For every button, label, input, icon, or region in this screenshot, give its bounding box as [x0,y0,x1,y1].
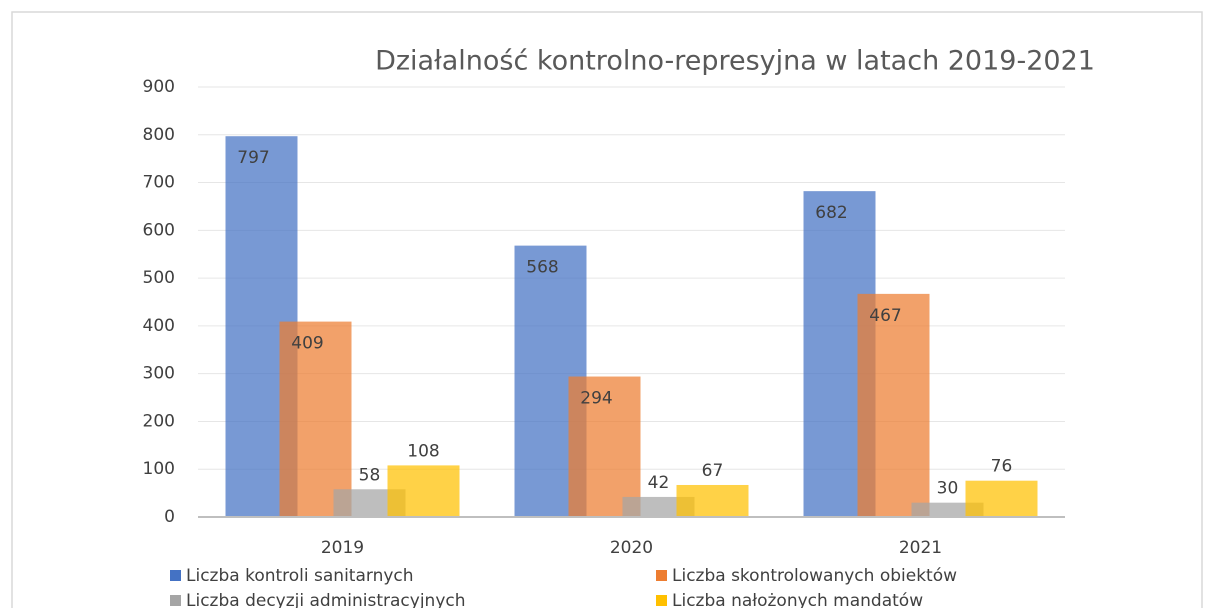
data-label: 568 [526,258,558,278]
data-label: 76 [991,457,1013,477]
data-label: 108 [407,441,439,461]
y-tick-label: 300 [143,364,175,384]
y-tick-label: 400 [143,316,175,336]
data-label: 67 [702,461,724,481]
legend-label: Liczba skontrolowanych obiektów [672,566,957,586]
y-tick-label: 0 [164,507,175,527]
data-label: 409 [291,334,323,354]
data-label: 467 [869,306,901,326]
legend-label: Liczba nałożonych mandatów [672,591,923,608]
bar [387,465,460,517]
y-tick-label: 700 [143,173,175,193]
y-tick-label: 500 [143,268,175,288]
x-tick-label: 2019 [321,538,364,558]
data-label: 294 [580,389,612,409]
y-tick-label: 200 [143,411,175,431]
legend-swatch [656,570,667,581]
legend-swatch [170,570,181,581]
bar [279,321,352,517]
legend-swatch [656,595,667,606]
data-label: 682 [815,203,847,223]
y-tick-label: 100 [143,459,175,479]
x-tick-label: 2020 [610,538,653,558]
y-tick-label: 900 [143,77,175,97]
data-label: 30 [937,479,959,499]
legend-label: Liczba kontroli sanitarnych [186,566,414,586]
chart-title: Działalność kontrolno-represyjna w latac… [375,46,1095,77]
bar [568,376,641,517]
data-label: 42 [648,473,670,493]
x-tick-label: 2021 [899,538,942,558]
legend-swatch [170,595,181,606]
y-tick-label: 600 [143,220,175,240]
legend-label: Liczba decyzji administracyjnych [186,591,466,608]
data-label: 797 [237,148,269,168]
bar [676,484,749,517]
y-tick-label: 800 [143,125,175,145]
bar [965,480,1038,517]
chart-frame [11,11,1203,608]
data-label: 58 [359,465,381,485]
bar [857,293,930,517]
